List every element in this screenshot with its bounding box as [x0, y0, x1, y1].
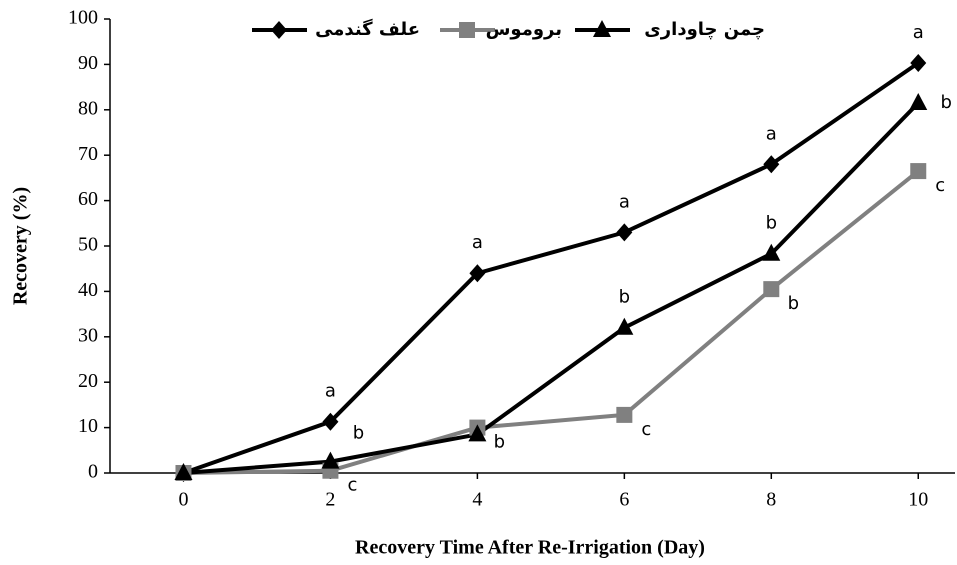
- legend-marker: [593, 20, 611, 37]
- y-tick-label: 90: [78, 52, 98, 74]
- x-tick-label: 2: [325, 489, 335, 511]
- series-line: [183, 101, 920, 475]
- marker: [910, 163, 927, 180]
- marker: [910, 54, 927, 73]
- y-tick-label: 70: [78, 143, 98, 165]
- marker: [763, 155, 780, 174]
- significance-letter: b: [494, 432, 505, 453]
- legend-label: علف گندمی: [315, 18, 420, 40]
- marker: [615, 317, 634, 335]
- significance-letter: b: [353, 423, 364, 444]
- x-tick-label: 0: [178, 489, 188, 511]
- y-tick-label: 40: [78, 279, 98, 301]
- x-tick-label: 4: [472, 489, 482, 511]
- series-line: [183, 169, 920, 475]
- significance-letter: b: [788, 293, 799, 314]
- marker: [469, 264, 486, 283]
- marker: [468, 424, 487, 442]
- y-tick-label: 0: [88, 461, 98, 483]
- y-tick-label: 80: [78, 97, 98, 119]
- significance-letter: b: [941, 92, 952, 113]
- marker: [616, 406, 633, 423]
- x-tick-label: 10: [908, 489, 928, 511]
- significance-letter: b: [619, 287, 630, 308]
- marker: [322, 412, 339, 431]
- significance-letter: a: [325, 381, 336, 402]
- x-tick-label: 6: [619, 489, 629, 511]
- significance-letter: b: [766, 213, 777, 234]
- marker: [763, 281, 780, 298]
- marker: [762, 243, 781, 261]
- y-tick-label: 60: [78, 188, 98, 210]
- y-tick-label: 30: [78, 324, 98, 346]
- significance-letter: c: [935, 175, 945, 196]
- y-axis-label: Recovery (%): [10, 187, 32, 305]
- series-line: [182, 61, 920, 475]
- legend-marker: [459, 22, 475, 38]
- x-axis-label: Recovery Time After Re-Irrigation (Day): [355, 537, 705, 559]
- x-tick-label: 8: [766, 489, 776, 511]
- legend-label: چمن چاوداری: [644, 19, 765, 40]
- significance-letter: a: [619, 191, 630, 212]
- marker: [174, 463, 193, 480]
- y-tick-label: 50: [78, 234, 98, 256]
- y-tick-label: 10: [78, 415, 98, 437]
- significance-letter: a: [472, 232, 483, 253]
- significance-letter: c: [641, 419, 651, 440]
- significance-letter: a: [766, 123, 777, 144]
- legend-label: بروموس: [486, 19, 562, 40]
- y-tick-label: 100: [68, 7, 98, 29]
- marker: [909, 92, 928, 110]
- y-tick-label: 20: [78, 370, 98, 392]
- significance-letter: a: [913, 22, 924, 43]
- marker: [616, 223, 633, 242]
- marker: [321, 451, 340, 469]
- legend-marker: [271, 21, 287, 39]
- significance-letter: c: [347, 475, 357, 496]
